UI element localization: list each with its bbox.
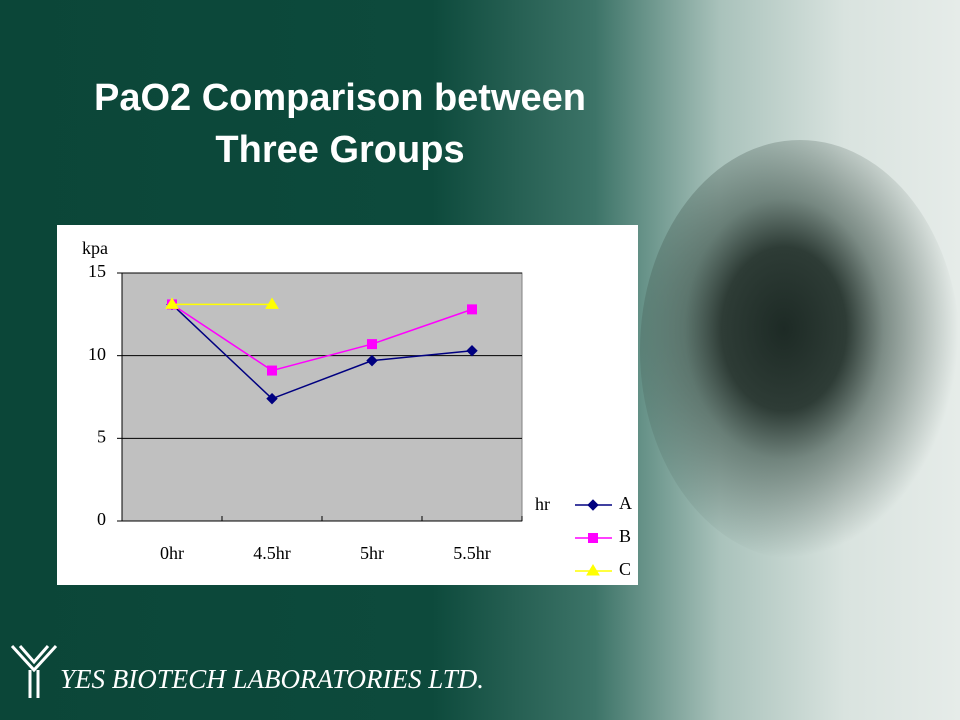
marker <box>265 297 279 309</box>
footer: YES BIOTECH LABORATORIES LTD. <box>60 664 484 694</box>
eye-image <box>640 140 960 560</box>
series-line <box>171 303 473 372</box>
marker <box>267 365 277 376</box>
legend-label: C <box>619 559 631 579</box>
legend-label: A <box>619 493 632 513</box>
series-line <box>171 303 473 400</box>
logo <box>10 644 58 698</box>
x-tick-label: 5hr <box>360 543 384 563</box>
y-tick-label: 15 <box>88 261 106 281</box>
x-tick-label: 5.5hr <box>453 543 491 563</box>
marker <box>588 533 598 543</box>
y-axis-label: kpa <box>82 238 108 258</box>
marker <box>366 354 378 367</box>
marker <box>266 392 278 405</box>
marker <box>466 344 478 357</box>
y-tick-label: 10 <box>88 344 106 364</box>
plot-area <box>121 272 523 522</box>
x-tick-label: 4.5hr <box>253 543 291 563</box>
marker <box>367 339 377 350</box>
marker <box>587 499 599 511</box>
marker <box>165 297 179 309</box>
y-tick-label: 0 <box>97 509 106 529</box>
marker <box>586 564 600 576</box>
x-tick-label: 0hr <box>160 543 184 563</box>
legend-label: B <box>619 526 631 546</box>
chart-title: PaO2 Comparison between Three Groups <box>93 77 586 171</box>
x-axis-label: hr <box>535 494 550 514</box>
marker <box>467 304 477 315</box>
y-tick-label: 5 <box>97 426 106 446</box>
